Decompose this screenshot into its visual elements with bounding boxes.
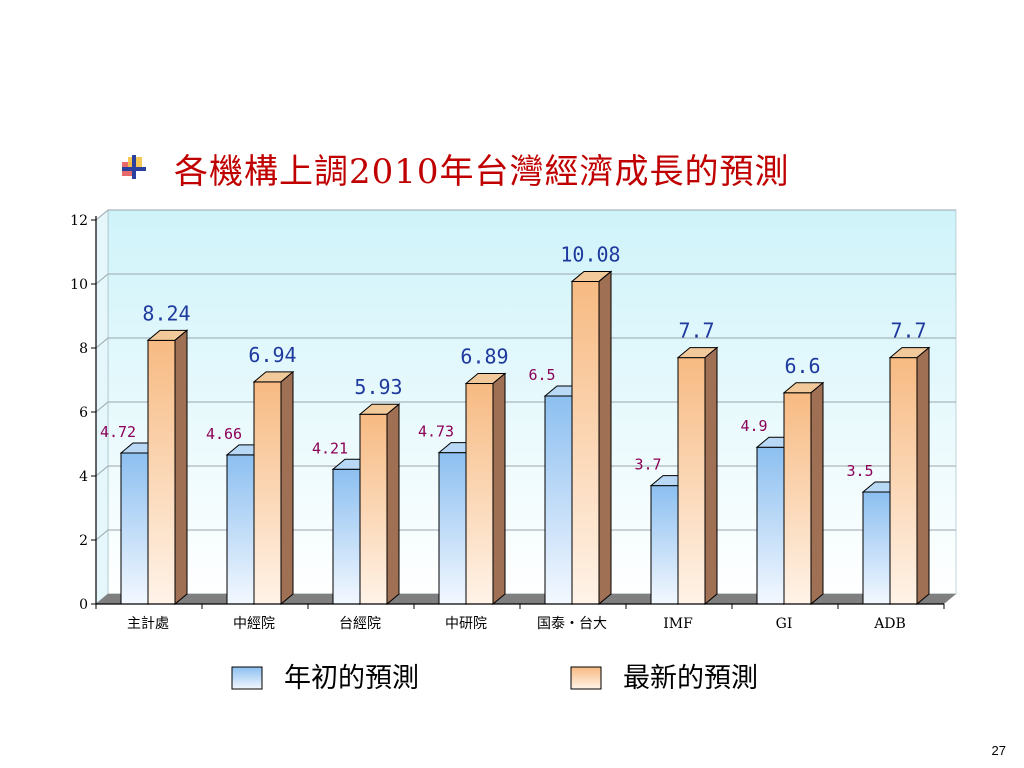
category-label-0: 主計處 xyxy=(127,616,169,632)
legend-item-1: 最新的預測 xyxy=(570,663,758,694)
category-label-2: 台經院 xyxy=(339,616,381,632)
bar-latest-3 xyxy=(464,372,507,606)
data-label-latest-0: 8.24 xyxy=(142,301,190,325)
gridline xyxy=(95,273,956,285)
data-label-latest-5: 7.7 xyxy=(678,319,714,343)
slide-title: 各機構上調2010年台灣經濟成長的預測 xyxy=(174,152,790,192)
bar-latest-5 xyxy=(676,346,719,606)
bar-latest-4 xyxy=(570,270,613,606)
data-label-latest-3: 6.89 xyxy=(460,345,508,369)
y-tick-label-2: 4 xyxy=(79,469,88,485)
category-label-5: IMF xyxy=(663,616,693,632)
gridline xyxy=(95,209,956,221)
y-tick-label-5: 10 xyxy=(70,277,88,293)
category-label-1: 中經院 xyxy=(233,616,275,632)
chart-floor xyxy=(96,594,956,604)
data-label-latest-1: 6.94 xyxy=(248,343,296,367)
title-row: 各機構上調2010年台灣經濟成長的預測 xyxy=(118,140,978,196)
legend-swatch-0 xyxy=(231,666,263,690)
data-label-initial-4: 6.5 xyxy=(528,366,555,384)
legend-swatch-1 xyxy=(570,666,602,690)
bar-latest-2 xyxy=(358,403,401,606)
gridline xyxy=(95,401,956,413)
page-number: 27 xyxy=(991,743,1006,758)
category-label-7: ADB xyxy=(873,616,906,632)
data-label-initial-3: 4.73 xyxy=(418,423,454,441)
data-label-latest-7: 7.7 xyxy=(890,319,926,343)
bar-latest-7 xyxy=(888,346,931,606)
data-label-initial-0: 4.72 xyxy=(100,423,136,441)
category-label-6: GI xyxy=(776,616,793,632)
legend-label-1: 最新的預測 xyxy=(623,663,758,694)
data-label-initial-7: 3.5 xyxy=(846,462,873,480)
y-tick-label-3: 6 xyxy=(79,405,88,421)
data-label-initial-1: 4.66 xyxy=(206,425,242,443)
y-tick-label-1: 2 xyxy=(79,533,88,549)
data-label-latest-2: 5.93 xyxy=(354,375,402,399)
category-label-3: 中研院 xyxy=(445,616,487,632)
y-tick-label-4: 8 xyxy=(79,341,88,357)
data-label-latest-6: 6.6 xyxy=(784,354,820,378)
bar-latest-6 xyxy=(782,381,825,606)
y-tick-label-0: 0 xyxy=(79,597,88,613)
bullet-square-icon xyxy=(122,155,146,179)
legend-item-0: 年初的預測 xyxy=(231,663,419,694)
y-tick-label-6: 12 xyxy=(70,213,88,229)
gridline xyxy=(95,337,956,349)
bar-latest-1 xyxy=(252,370,295,606)
data-label-latest-4: 10.08 xyxy=(560,242,620,266)
data-label-initial-6: 4.9 xyxy=(740,417,767,435)
data-label-initial-2: 4.21 xyxy=(312,439,348,457)
category-label-4: 国泰・台大 xyxy=(537,616,607,632)
gridline xyxy=(95,465,956,477)
legend-label-0: 年初的預測 xyxy=(284,663,419,694)
bar-latest-0 xyxy=(146,329,189,606)
data-label-initial-5: 3.7 xyxy=(634,456,661,474)
